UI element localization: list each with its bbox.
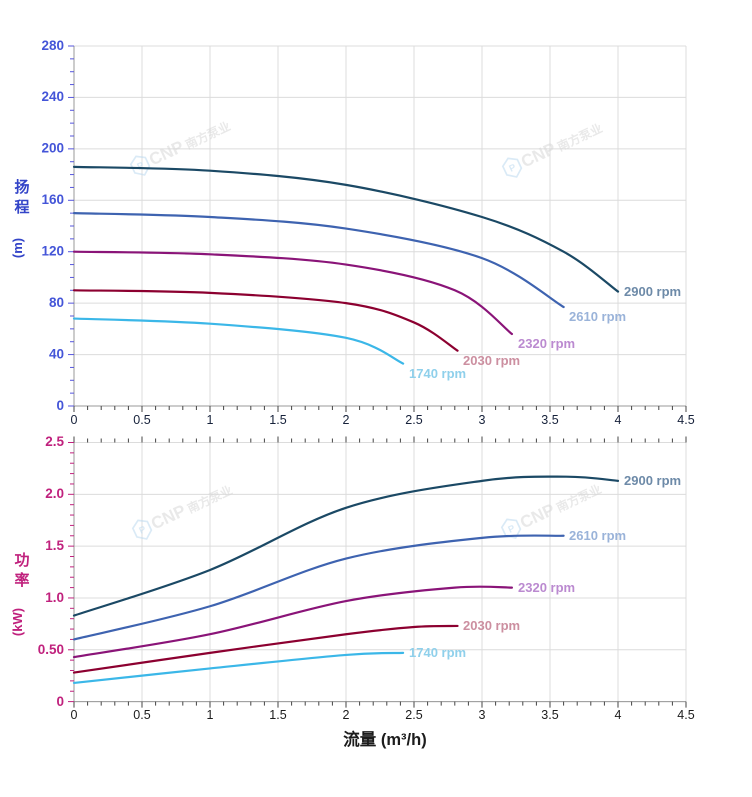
- svg-text:2: 2: [343, 413, 350, 427]
- svg-text:程: 程: [14, 199, 29, 216]
- svg-text:2.5: 2.5: [405, 413, 422, 427]
- svg-text:率: 率: [14, 571, 29, 589]
- svg-text:2900 rpm: 2900 rpm: [624, 284, 681, 299]
- svg-text:(m): (m): [10, 238, 25, 258]
- svg-text:280: 280: [41, 38, 64, 53]
- svg-text:40: 40: [49, 347, 64, 362]
- svg-text:(kW): (kW): [10, 608, 25, 636]
- svg-text:200: 200: [41, 141, 64, 156]
- svg-text:0.5: 0.5: [133, 413, 150, 427]
- svg-text:0.50: 0.50: [38, 642, 64, 657]
- svg-text:1.0: 1.0: [45, 590, 64, 605]
- svg-text:1740 rpm: 1740 rpm: [409, 645, 466, 660]
- svg-text:120: 120: [41, 244, 64, 259]
- svg-text:0: 0: [56, 694, 64, 709]
- svg-text:2.5: 2.5: [45, 434, 64, 449]
- svg-text:2.5: 2.5: [405, 708, 422, 722]
- svg-text:3.5: 3.5: [541, 708, 558, 722]
- svg-text:4: 4: [615, 708, 622, 722]
- svg-text:2320 rpm: 2320 rpm: [518, 580, 575, 595]
- svg-text:功: 功: [14, 552, 29, 569]
- svg-text:2.0: 2.0: [45, 486, 64, 501]
- svg-text:扬: 扬: [14, 178, 29, 196]
- svg-text:4: 4: [615, 413, 622, 427]
- svg-text:3.5: 3.5: [541, 413, 558, 427]
- svg-text:0.5: 0.5: [133, 708, 150, 722]
- svg-text:0: 0: [71, 708, 78, 722]
- svg-text:2900 rpm: 2900 rpm: [624, 473, 681, 488]
- svg-text:1.5: 1.5: [269, 413, 286, 427]
- svg-text:3: 3: [479, 413, 486, 427]
- svg-text:2320 rpm: 2320 rpm: [518, 336, 575, 351]
- svg-text:流量 (m³/h): 流量 (m³/h): [343, 729, 426, 749]
- svg-text:1.5: 1.5: [45, 538, 64, 553]
- svg-text:2610 rpm: 2610 rpm: [569, 309, 626, 324]
- svg-text:4.5: 4.5: [677, 413, 694, 427]
- svg-text:1740 rpm: 1740 rpm: [409, 366, 466, 381]
- svg-text:1.5: 1.5: [269, 708, 286, 722]
- svg-text:1: 1: [207, 708, 214, 722]
- svg-text:2030 rpm: 2030 rpm: [463, 618, 520, 633]
- svg-text:1: 1: [207, 413, 214, 427]
- svg-text:0: 0: [71, 413, 78, 427]
- svg-text:2: 2: [343, 708, 350, 722]
- svg-text:4.5: 4.5: [677, 708, 694, 722]
- svg-text:160: 160: [41, 192, 64, 207]
- svg-text:3: 3: [479, 708, 486, 722]
- svg-text:240: 240: [41, 89, 64, 104]
- svg-text:0: 0: [56, 398, 64, 413]
- svg-text:2610 rpm: 2610 rpm: [569, 528, 626, 543]
- svg-text:2030 rpm: 2030 rpm: [463, 353, 520, 368]
- svg-text:80: 80: [49, 295, 64, 310]
